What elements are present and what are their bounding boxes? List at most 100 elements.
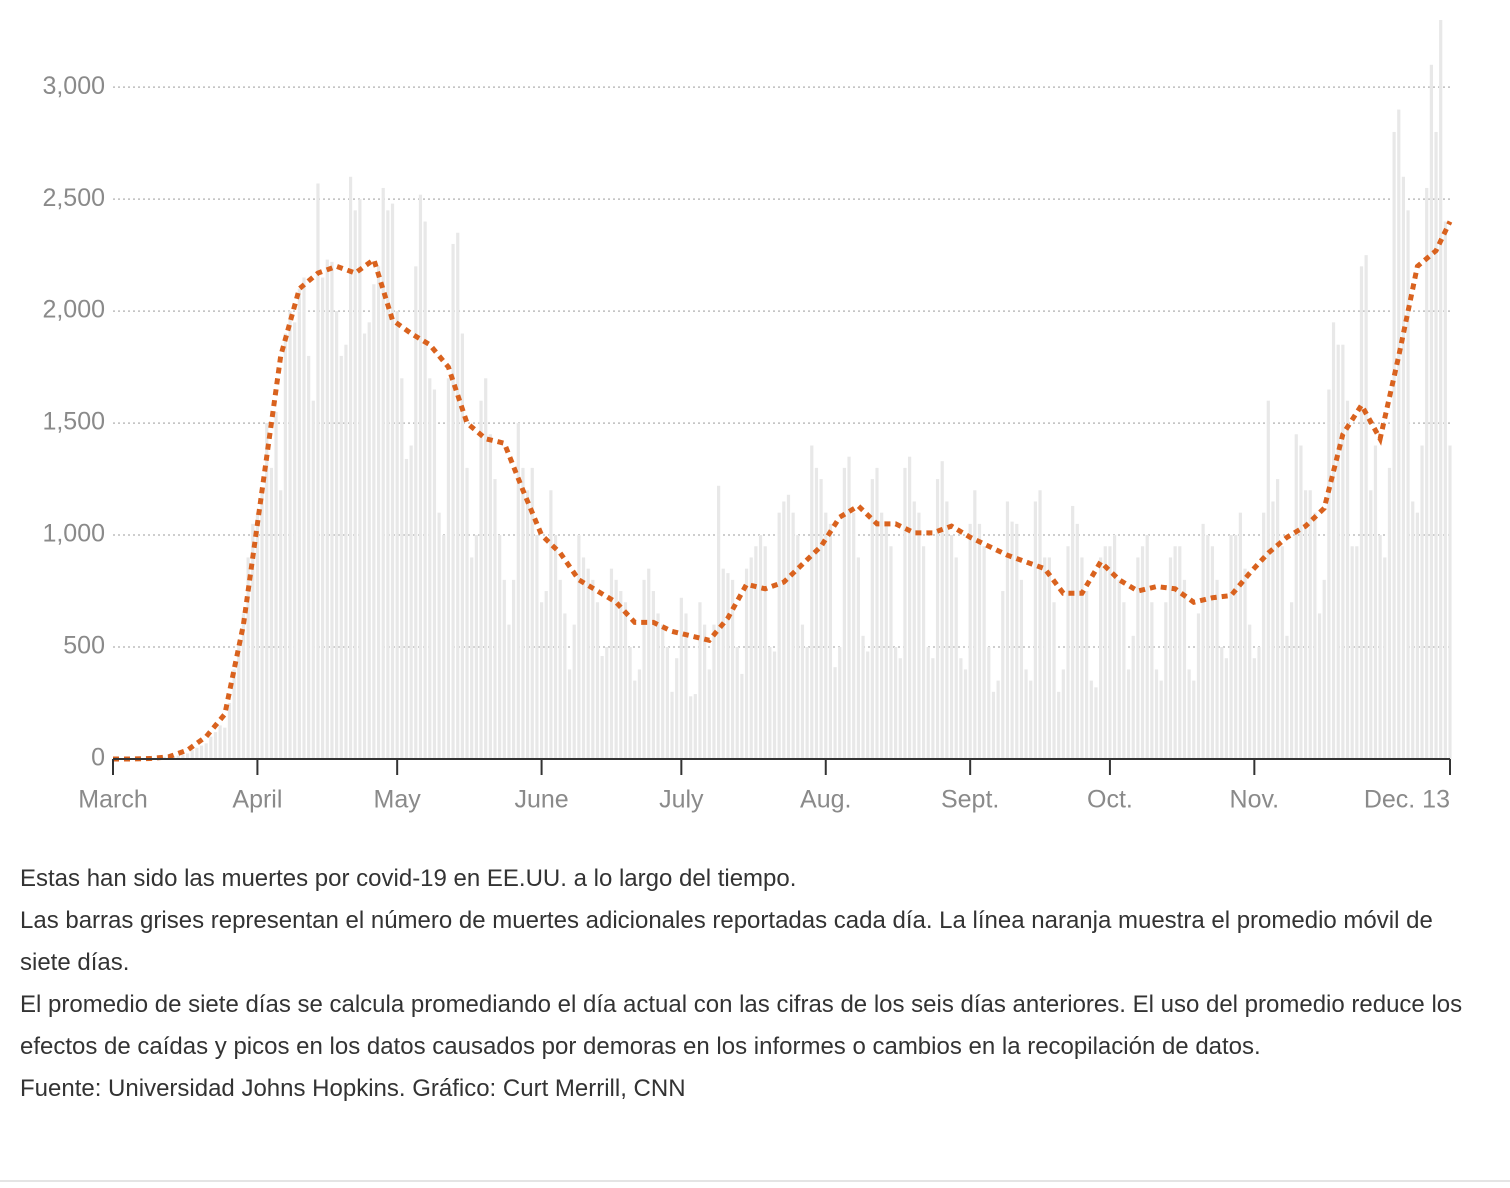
bar xyxy=(339,355,343,759)
bar xyxy=(1094,687,1098,759)
bar xyxy=(293,322,297,759)
y-tick-label: 1,500 xyxy=(42,408,105,436)
bar xyxy=(279,490,283,759)
bar xyxy=(894,647,898,759)
bar xyxy=(1308,490,1312,759)
bar xyxy=(348,176,353,759)
bar xyxy=(880,512,884,759)
bar xyxy=(842,467,846,759)
bar xyxy=(1173,546,1177,759)
bar xyxy=(861,635,865,759)
bar xyxy=(1140,546,1145,759)
note: Estas han sido las muertes por covid-19 … xyxy=(20,865,797,892)
bar xyxy=(912,501,916,759)
bar xyxy=(898,658,902,759)
bar xyxy=(647,568,651,759)
bar xyxy=(670,691,674,759)
bar xyxy=(1001,591,1005,759)
bar xyxy=(637,669,642,759)
bar xyxy=(428,378,432,759)
bar xyxy=(847,456,851,759)
bar xyxy=(1150,602,1154,759)
bar xyxy=(204,743,208,759)
bar xyxy=(819,479,823,759)
bar xyxy=(502,579,506,759)
bar xyxy=(563,613,567,759)
bar xyxy=(1443,221,1447,759)
bar xyxy=(609,568,614,759)
bar xyxy=(414,266,418,759)
bar xyxy=(1154,669,1159,759)
bar xyxy=(1136,557,1140,759)
bar xyxy=(423,221,427,759)
bar xyxy=(633,680,637,759)
bar xyxy=(675,658,679,759)
note: Fuente: Universidad Johns Hopkins. Gráfi… xyxy=(20,1075,686,1102)
bar xyxy=(176,755,180,759)
bar xyxy=(1257,647,1261,759)
bar xyxy=(311,400,315,759)
bar xyxy=(539,602,544,759)
average-line xyxy=(113,220,1453,762)
bar xyxy=(884,523,888,759)
bar xyxy=(1066,546,1070,759)
bar xyxy=(321,277,325,759)
bar xyxy=(1071,505,1075,759)
bar xyxy=(1266,400,1270,759)
bar xyxy=(581,557,586,759)
bar xyxy=(1327,389,1331,759)
bar xyxy=(512,579,516,759)
bar xyxy=(940,461,944,759)
bar xyxy=(1196,613,1201,759)
bar xyxy=(432,389,437,759)
bar xyxy=(1406,210,1410,759)
bar xyxy=(1252,658,1256,759)
bar xyxy=(162,756,166,759)
bar xyxy=(1187,669,1191,759)
bar xyxy=(185,753,190,759)
bar xyxy=(805,647,809,759)
bar xyxy=(362,333,367,759)
bar xyxy=(1168,557,1173,759)
bar xyxy=(717,485,721,759)
bar xyxy=(484,378,488,759)
bar xyxy=(1005,501,1010,759)
x-tick-label: June xyxy=(514,786,568,814)
bar xyxy=(516,423,520,759)
note: El promedio de siete días se calcula pro… xyxy=(20,991,1463,1060)
bar xyxy=(493,479,497,759)
bar xyxy=(619,591,623,759)
bar xyxy=(577,535,581,759)
bar xyxy=(335,311,339,759)
bar xyxy=(903,467,907,759)
bar xyxy=(600,655,604,759)
bar xyxy=(1238,512,1242,759)
bar xyxy=(684,613,688,759)
bar xyxy=(852,512,856,759)
bar xyxy=(782,501,786,759)
bar xyxy=(1080,557,1084,759)
bar xyxy=(1401,176,1406,759)
bar xyxy=(269,467,273,759)
bar xyxy=(1322,579,1326,759)
bar xyxy=(1075,523,1079,759)
bar xyxy=(777,512,781,759)
bar xyxy=(1122,602,1126,759)
bar xyxy=(274,411,278,759)
bar xyxy=(386,210,390,759)
bar xyxy=(1126,669,1131,759)
bar xyxy=(372,284,376,759)
bar xyxy=(586,568,590,759)
bar xyxy=(288,311,292,759)
bar xyxy=(418,194,423,759)
bar xyxy=(1024,669,1028,759)
bar xyxy=(265,423,269,759)
note: Las barras grises representan el número … xyxy=(20,907,1433,976)
bar xyxy=(190,750,194,759)
bar xyxy=(1345,400,1350,759)
bar xyxy=(1099,557,1103,759)
bar xyxy=(656,613,660,759)
bar xyxy=(921,546,926,759)
divider xyxy=(0,1180,1510,1182)
bar xyxy=(1425,187,1429,760)
